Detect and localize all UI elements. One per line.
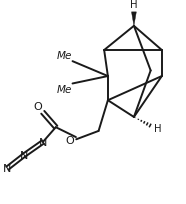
Polygon shape: [132, 13, 136, 27]
Text: N: N: [20, 150, 28, 160]
Text: Me: Me: [56, 51, 72, 61]
Text: H: H: [154, 123, 161, 133]
Text: Me: Me: [56, 85, 72, 95]
Text: N: N: [3, 163, 12, 173]
Text: O: O: [66, 135, 74, 145]
Text: H: H: [130, 0, 138, 10]
Text: N: N: [39, 137, 47, 147]
Text: O: O: [33, 102, 42, 112]
